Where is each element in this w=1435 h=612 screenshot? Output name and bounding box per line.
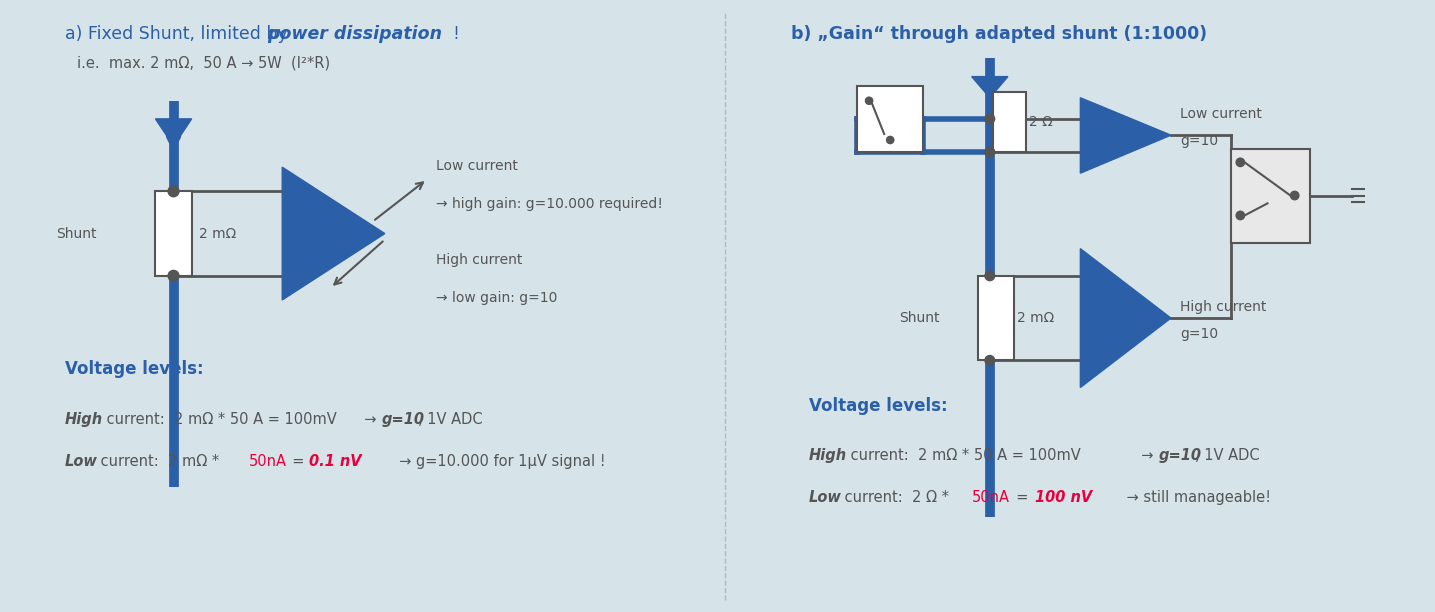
Text: current:  2 mΩ *: current: 2 mΩ *: [96, 454, 224, 469]
Bar: [155, 192, 192, 276]
Circle shape: [984, 356, 994, 365]
Text: current:  2 Ω *: current: 2 Ω *: [839, 490, 954, 505]
Bar: [977, 276, 1015, 360]
Polygon shape: [155, 119, 192, 146]
Text: 0.1 nV: 0.1 nV: [310, 454, 362, 469]
Text: 2 Ω: 2 Ω: [1029, 115, 1053, 129]
Circle shape: [984, 147, 994, 157]
Text: Low: Low: [65, 454, 98, 469]
Bar: [857, 86, 923, 152]
Circle shape: [865, 97, 872, 105]
Text: g=10: g=10: [1159, 448, 1203, 463]
Text: b) „Gain“ through adapted shunt (1:1000): b) „Gain“ through adapted shunt (1:1000): [791, 25, 1207, 43]
Circle shape: [1290, 192, 1299, 200]
Text: Low current: Low current: [1180, 106, 1261, 121]
Text: → high gain: g=10.000 required!: → high gain: g=10.000 required!: [436, 197, 663, 211]
Bar: [993, 92, 1026, 152]
Polygon shape: [1081, 98, 1171, 173]
Text: Shunt: Shunt: [56, 226, 96, 241]
Text: g=10: g=10: [1180, 134, 1218, 148]
Circle shape: [984, 271, 994, 281]
Text: 2 mΩ: 2 mΩ: [199, 226, 237, 241]
Text: g=10: g=10: [1180, 327, 1218, 341]
Circle shape: [1236, 211, 1244, 220]
Circle shape: [1236, 158, 1244, 166]
Text: g=10: g=10: [382, 412, 425, 427]
Text: → still manageable!: → still manageable!: [1108, 490, 1270, 505]
Circle shape: [168, 186, 179, 196]
Text: !: !: [452, 25, 459, 43]
Text: =: =: [1007, 490, 1033, 505]
Text: → low gain: g=10: → low gain: g=10: [436, 291, 558, 305]
Text: 50nA: 50nA: [250, 454, 287, 469]
Text: Low: Low: [809, 490, 841, 505]
Text: →: →: [1132, 448, 1158, 463]
Text: =: =: [283, 454, 310, 469]
Text: →: →: [354, 412, 380, 427]
Text: High current: High current: [1180, 300, 1266, 314]
Polygon shape: [971, 76, 1007, 98]
Circle shape: [887, 136, 894, 144]
Circle shape: [168, 271, 179, 282]
Text: power dissipation: power dissipation: [267, 25, 442, 43]
Text: → g=10.000 for 1μV signal !: → g=10.000 for 1μV signal !: [376, 454, 606, 469]
Text: current:  2 mΩ * 50 A = 100mV: current: 2 mΩ * 50 A = 100mV: [847, 448, 1081, 463]
Circle shape: [984, 114, 994, 124]
Text: High: High: [65, 412, 103, 427]
Text: , 1V ADC: , 1V ADC: [1195, 448, 1260, 463]
Text: 2 mΩ: 2 mΩ: [1017, 311, 1055, 325]
Text: Voltage levels:: Voltage levels:: [65, 360, 204, 378]
Text: Shunt: Shunt: [900, 311, 940, 325]
Text: i.e.  max. 2 mΩ,  50 A → 5W  (I²*R): i.e. max. 2 mΩ, 50 A → 5W (I²*R): [77, 56, 330, 70]
Text: 100 nV: 100 nV: [1035, 490, 1092, 505]
Text: High: High: [809, 448, 847, 463]
Text: , 1V ADC: , 1V ADC: [418, 412, 482, 427]
Polygon shape: [1081, 248, 1171, 387]
Text: 50nA: 50nA: [971, 490, 1010, 505]
Text: Low current: Low current: [436, 159, 518, 173]
Bar: [1231, 149, 1310, 242]
Text: current:  2 mΩ * 50 A = 100mV: current: 2 mΩ * 50 A = 100mV: [102, 412, 337, 427]
Text: Voltage levels:: Voltage levels:: [809, 397, 947, 414]
Text: a) Fixed Shunt, limited by: a) Fixed Shunt, limited by: [65, 25, 293, 43]
Text: High current: High current: [436, 253, 522, 267]
Polygon shape: [283, 167, 385, 300]
